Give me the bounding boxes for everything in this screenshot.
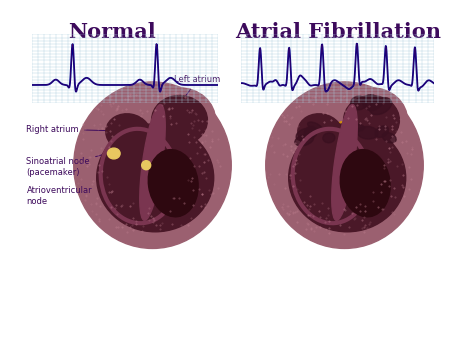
Text: Left atrium: Left atrium xyxy=(175,75,220,111)
Ellipse shape xyxy=(106,114,151,152)
Ellipse shape xyxy=(266,82,423,248)
Text: Normal: Normal xyxy=(68,22,156,42)
Ellipse shape xyxy=(296,129,313,140)
Ellipse shape xyxy=(148,149,198,217)
Ellipse shape xyxy=(336,88,408,153)
Ellipse shape xyxy=(289,124,406,232)
Ellipse shape xyxy=(295,134,314,146)
Text: Atrial Fibrillation: Atrial Fibrillation xyxy=(235,22,441,42)
Ellipse shape xyxy=(298,114,342,152)
Ellipse shape xyxy=(375,126,388,138)
Ellipse shape xyxy=(308,122,322,131)
Ellipse shape xyxy=(369,97,392,115)
Ellipse shape xyxy=(332,105,357,221)
Ellipse shape xyxy=(371,98,382,108)
Ellipse shape xyxy=(340,149,390,217)
Ellipse shape xyxy=(363,95,379,110)
Ellipse shape xyxy=(142,161,151,170)
Ellipse shape xyxy=(144,88,216,153)
Text: Atrioventricular
node: Atrioventricular node xyxy=(27,179,120,205)
Ellipse shape xyxy=(108,148,120,159)
Text: Right atrium: Right atrium xyxy=(27,125,120,134)
Ellipse shape xyxy=(323,133,335,143)
Polygon shape xyxy=(101,131,119,212)
Text: Sinoatrial node
(pacemaker): Sinoatrial node (pacemaker) xyxy=(27,153,108,177)
Polygon shape xyxy=(293,131,311,212)
Ellipse shape xyxy=(140,105,165,221)
Ellipse shape xyxy=(357,126,378,139)
Ellipse shape xyxy=(152,95,207,145)
Ellipse shape xyxy=(382,132,396,143)
Ellipse shape xyxy=(344,95,400,145)
Ellipse shape xyxy=(305,126,317,138)
Ellipse shape xyxy=(97,124,214,232)
Ellipse shape xyxy=(351,96,367,110)
Ellipse shape xyxy=(346,124,365,132)
Ellipse shape xyxy=(74,82,231,248)
